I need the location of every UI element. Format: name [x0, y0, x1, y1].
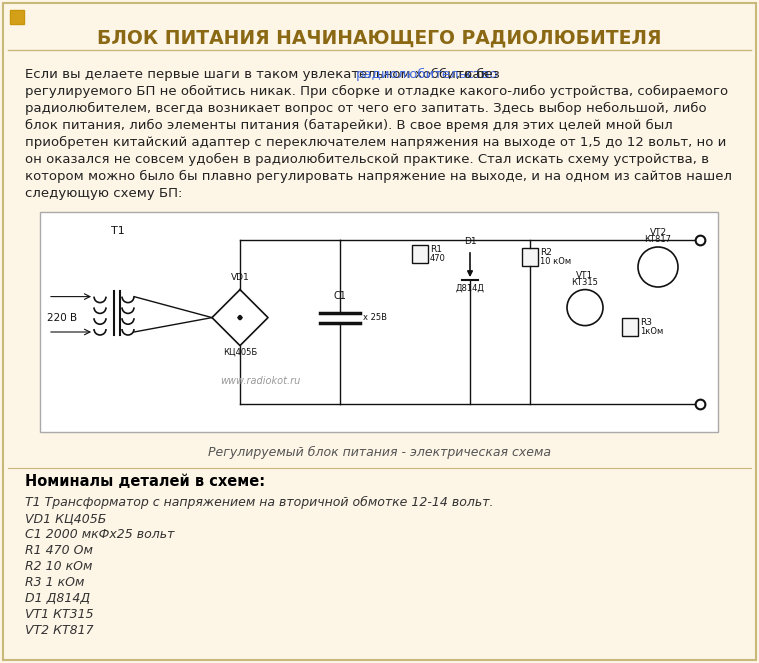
Text: VD1 КЦ405Б: VD1 КЦ405Б: [25, 512, 106, 525]
Bar: [10, 10, 24, 24]
Text: приобретен китайский адаптер с переключателем напряжения на выходе от 1,5 до 12 : приобретен китайский адаптер с переключа…: [25, 136, 726, 149]
Text: VT2: VT2: [650, 228, 666, 237]
Text: БЛОК ПИТАНИЯ НАЧИНАЮЩЕГО РАДИОЛЮБИТЕЛЯ: БЛОК ПИТАНИЯ НАЧИНАЮЩЕГО РАДИОЛЮБИТЕЛЯ: [96, 28, 661, 47]
Text: блок питания, либо элементы питания (батарейки). В свое время для этих целей мно: блок питания, либо элементы питания (бат…: [25, 119, 672, 132]
Bar: [412, 245, 428, 263]
Text: D1 Д814Д: D1 Д814Д: [25, 592, 90, 605]
Text: котором можно было бы плавно регулировать напряжение на выходе, и на одном из са: котором можно было бы плавно регулироват…: [25, 170, 732, 183]
FancyBboxPatch shape: [3, 3, 756, 660]
Text: R3: R3: [640, 318, 652, 327]
Text: VT1: VT1: [576, 271, 594, 280]
Text: C1: C1: [333, 290, 346, 300]
Text: R1: R1: [430, 245, 442, 254]
Text: 470: 470: [430, 254, 446, 263]
Bar: [522, 248, 538, 266]
Text: Если вы делаете первые шаги в таком увлекательном хобби, как: Если вы делаете первые шаги в таком увле…: [25, 68, 493, 81]
Text: VT1 КТ315: VT1 КТ315: [25, 608, 93, 621]
Text: 220 В: 220 В: [47, 312, 77, 323]
FancyBboxPatch shape: [40, 212, 718, 432]
Text: T1 Трансформатор с напряжением на вторичной обмотке 12-14 вольт.: T1 Трансформатор с напряжением на вторич…: [25, 496, 493, 509]
Text: , то без: , то без: [448, 68, 499, 81]
Text: Номиналы деталей в схеме:: Номиналы деталей в схеме:: [25, 474, 265, 489]
Text: Регулируемый блок питания - электрическая схема: Регулируемый блок питания - электрическа…: [207, 446, 550, 459]
Text: КТ817: КТ817: [644, 235, 672, 244]
Text: следующую схему БП:: следующую схему БП:: [25, 187, 182, 200]
Text: C1 2000 мкФх25 вольт: C1 2000 мкФх25 вольт: [25, 528, 175, 541]
Text: T1: T1: [111, 226, 125, 236]
Text: он оказался не совсем удобен в радиолюбительской практике. Стал искать схему уст: он оказался не совсем удобен в радиолюби…: [25, 153, 709, 166]
Text: Д814Д: Д814Д: [455, 284, 484, 293]
Text: R3 1 кОм: R3 1 кОм: [25, 576, 84, 589]
Text: 10 кОм: 10 кОм: [540, 257, 571, 266]
Text: регулируемого БП не обойтись никак. При сборке и отладке какого-либо устройства,: регулируемого БП не обойтись никак. При …: [25, 85, 728, 98]
Text: R2 10 кОм: R2 10 кОм: [25, 560, 93, 573]
Text: КТ315: КТ315: [572, 278, 598, 286]
Bar: [622, 318, 638, 335]
Text: x 25В: x 25В: [363, 313, 387, 322]
Text: R1 470 Ом: R1 470 Ом: [25, 544, 93, 557]
Text: КЦ405Б: КЦ405Б: [223, 347, 257, 357]
Text: VD1: VD1: [231, 272, 250, 282]
Text: радиолюбительство: радиолюбительство: [356, 68, 498, 81]
Text: VT2 КТ817: VT2 КТ817: [25, 624, 93, 637]
Text: www.radiokot.ru: www.radiokot.ru: [220, 376, 300, 386]
Text: D1: D1: [464, 237, 477, 246]
Text: 1кОм: 1кОм: [640, 327, 663, 335]
Text: радиолюбителем, всегда возникает вопрос от чего его запитать. Здесь выбор неболь: радиолюбителем, всегда возникает вопрос …: [25, 102, 707, 115]
Text: R2: R2: [540, 248, 552, 257]
